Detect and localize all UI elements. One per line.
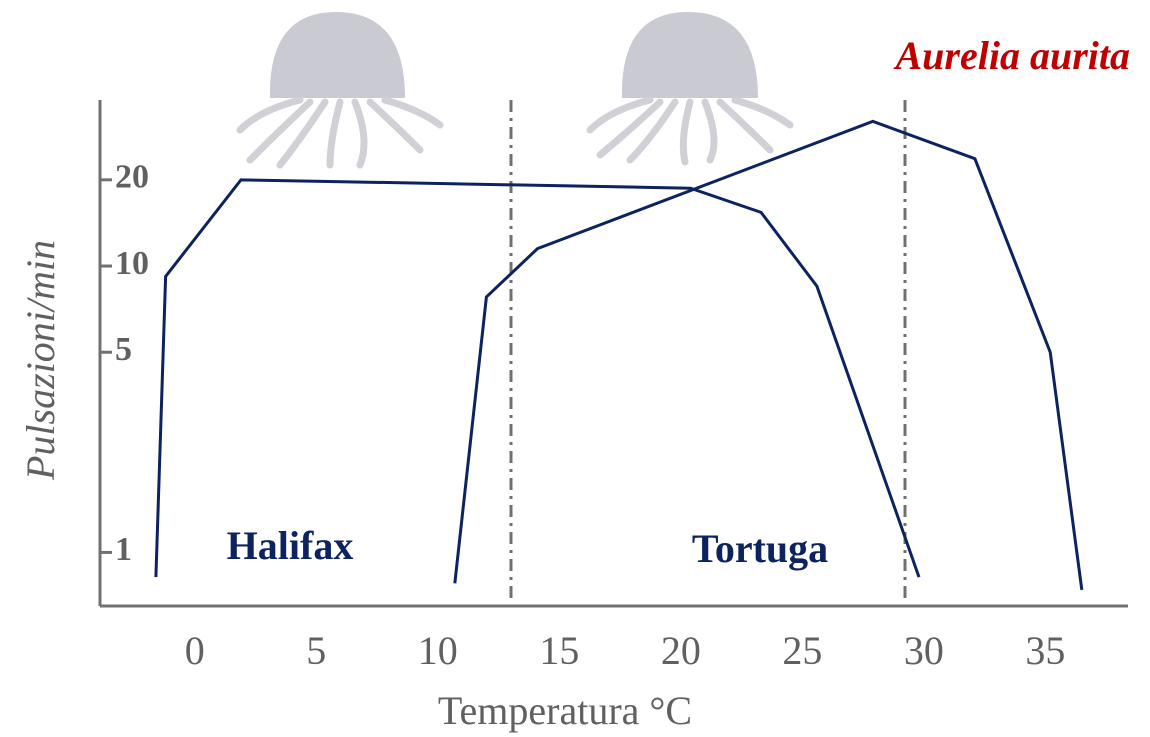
series-line — [154, 178, 921, 578]
y-tick-label: 10 — [115, 245, 149, 282]
y-tick-label: 20 — [115, 159, 149, 196]
series-label: Tortuga — [692, 526, 828, 571]
x-tick-label: 30 — [904, 628, 944, 673]
x-axis-label: Temperatura °C — [438, 688, 692, 733]
jellyfish-icons — [236, 12, 794, 169]
chart-title: Aurelia aurita — [892, 33, 1130, 78]
y-axis-label: Pulsazioni/min — [18, 240, 63, 481]
series-line — [453, 119, 1084, 591]
x-tick-label: 35 — [1025, 628, 1065, 673]
y-tick-label: 5 — [115, 331, 132, 368]
x-tick-label: 15 — [539, 628, 579, 673]
x-tick-label: 10 — [418, 628, 458, 673]
y-tick-label: 1 — [115, 531, 132, 568]
x-tick-label: 20 — [661, 628, 701, 673]
series-label: Halifax — [227, 523, 354, 568]
x-tick-label: 5 — [306, 628, 326, 673]
x-tick-label: 25 — [782, 628, 822, 673]
x-tick-label: 0 — [185, 628, 205, 673]
